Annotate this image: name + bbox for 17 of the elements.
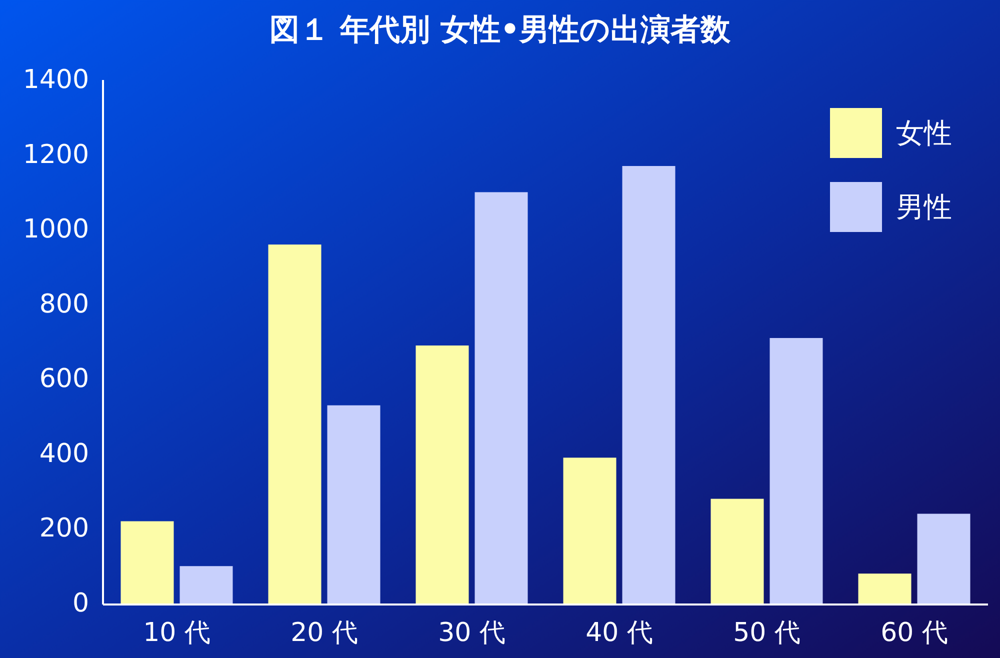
- title: 図１ 年代別 女性•男性の出演者数: [269, 12, 731, 48]
- xtick: 60 代: [880, 618, 948, 648]
- legend: 男性: [896, 190, 952, 224]
- xtick: 30 代: [438, 618, 506, 648]
- xtick: 20 代: [290, 618, 358, 648]
- ytick: 0: [72, 588, 89, 618]
- ytick: 400: [39, 438, 89, 469]
- xtick: 40 代: [586, 618, 653, 648]
- ytick: 1400: [22, 65, 89, 95]
- ytick: 200: [39, 514, 89, 544]
- ytick: 800: [39, 289, 89, 320]
- ytick: 1000: [22, 214, 89, 245]
- ytick: 600: [39, 364, 89, 394]
- xtick: 50 代: [733, 618, 800, 648]
- xtick: 10 代: [143, 618, 210, 648]
- legend: 女性: [896, 116, 952, 150]
- ytick: 1200: [22, 140, 89, 170]
